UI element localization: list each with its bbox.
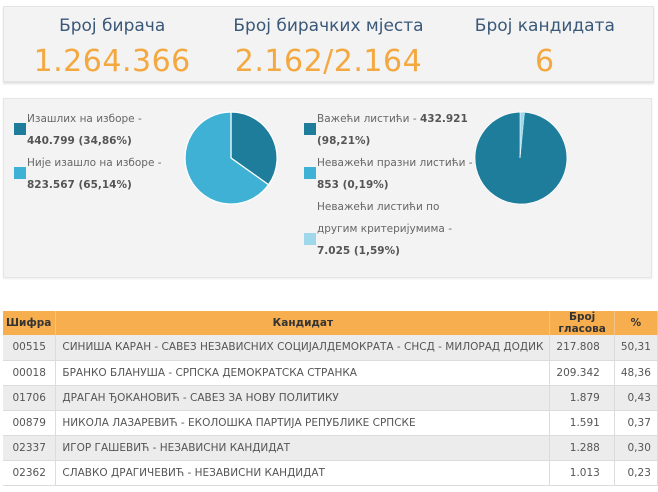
cell-code: 00879 <box>3 410 57 436</box>
ballots-pie-chart <box>474 111 568 205</box>
legend-swatch <box>14 123 26 135</box>
turnout-pie-chart <box>184 111 278 205</box>
legend-value: 7.025 (1,59%) <box>317 245 400 257</box>
legend-value: 823.567 (65,14%) <box>27 179 132 191</box>
pie-slice-turnout <box>230 111 278 186</box>
column-header-percent[interactable]: % <box>614 311 658 335</box>
charts-panel: Изашлих на изборе - 440.799 (34,86%) Ниј… <box>3 98 652 278</box>
pie-slice-valid <box>474 111 568 205</box>
table-row: 00018 БРАНКО БЛАНУША - СРПСКА ДЕМОКРАТСК… <box>3 360 658 386</box>
table-header-row: Шифра Кандидат Број гласова % <box>3 311 658 335</box>
cell-percent: 0,30 <box>614 435 658 461</box>
cell-votes: 217.808 <box>549 335 615 361</box>
legend-swatch <box>304 123 316 135</box>
legend-item-invalid-empty: Неважећи празни листићи - 853 (0,19%) <box>298 152 473 196</box>
column-header-votes[interactable]: Број гласова <box>549 311 615 335</box>
legend-item-invalid-other: Неважећи листићи по другим критеријумима… <box>298 196 473 262</box>
table-row: 02362 СЛАВКО ДРАГИЧЕВИЋ - НЕЗАВИСНИ КАНД… <box>3 460 658 486</box>
table-row: 01706 ДРАГАН ЂОКАНОВИЋ - САВЕЗ ЗА НОВУ П… <box>3 385 658 411</box>
cell-candidate: ИГОР ГАШЕВИЋ - НЕЗАВИСНИ КАНДИДАТ <box>55 435 551 461</box>
pie-slice-not-turnout <box>184 111 270 205</box>
cell-percent: 0,23 <box>614 460 658 486</box>
legend-value: (98,21%) <box>317 135 371 147</box>
ballots-legend: Важећи листићи - 432.921 (98,21%) Неваже… <box>298 108 473 262</box>
stat-voters: Број бирача 1.264.366 <box>4 7 220 81</box>
cell-code: 00018 <box>3 360 57 386</box>
legend-swatch <box>14 167 26 179</box>
stat-label: Број бирачких мјеста <box>233 16 424 36</box>
cell-percent: 0,43 <box>614 385 658 411</box>
cell-code: 01706 <box>3 385 57 411</box>
pie-slice-invalid-empty <box>520 112 525 158</box>
column-header-code[interactable]: Шифра <box>3 311 57 335</box>
cell-votes: 209.342 <box>549 360 615 386</box>
legend-item-valid: Важећи листићи - 432.921 (98,21%) <box>298 108 473 152</box>
pie-slice-invalid-other <box>519 111 525 159</box>
table-row: 00515 СИНИША КАРАН - САВЕЗ НЕЗАВИСНИХ СО… <box>3 335 658 361</box>
stat-value: 2.162/2.164 <box>234 44 423 79</box>
cell-percent: 0,37 <box>614 410 658 436</box>
cell-candidate: СИНИША КАРАН - САВЕЗ НЕЗАВИСНИХ СОЦИЈАЛД… <box>55 335 551 361</box>
legend-item-turnout: Изашлих на изборе - 440.799 (34,86%) <box>8 108 162 152</box>
candidates-results-table: Шифра Кандидат Број гласова % 00515 СИНИ… <box>3 311 658 486</box>
column-header-candidate[interactable]: Кандидат <box>55 311 551 335</box>
legend-label: другим критеријумима - <box>317 223 452 235</box>
cell-percent: 48,36 <box>614 360 658 386</box>
legend-label: Неважећи празни листићи - <box>317 157 473 169</box>
table-row: 02337 ИГОР ГАШЕВИЋ - НЕЗАВИСНИ КАНДИДАТ … <box>3 435 658 461</box>
stat-polling-stations: Број бирачких мјеста 2.162/2.164 <box>220 7 436 81</box>
legend-value: 432.921 <box>419 113 468 125</box>
cell-votes: 1.013 <box>549 460 615 486</box>
cell-candidate: ДРАГАН ЂОКАНОВИЋ - САВЕЗ ЗА НОВУ ПОЛИТИК… <box>55 385 551 411</box>
stat-value: 1.264.366 <box>33 44 191 79</box>
turnout-legend: Изашлих на изборе - 440.799 (34,86%) Ниј… <box>8 108 162 196</box>
cell-candidate: СЛАВКО ДРАГИЧЕВИЋ - НЕЗАВИСНИ КАНДИДАТ <box>55 460 551 486</box>
cell-votes: 1.591 <box>549 410 615 436</box>
cell-percent: 50,31 <box>614 335 658 361</box>
legend-value: 440.799 (34,86%) <box>27 135 132 147</box>
cell-candidate: БРАНКО БЛАНУША - СРПСКА ДЕМОКРАТСКА СТРА… <box>55 360 551 386</box>
cell-candidate: НИКОЛА ЛАЗАРЕВИЋ - ЕКОЛОШКА ПАРТИЈА РЕПУ… <box>55 410 551 436</box>
legend-label: Важећи листићи - <box>317 113 417 125</box>
cell-code: 02337 <box>3 435 57 461</box>
stat-candidates: Број кандидата 6 <box>437 7 653 81</box>
stat-label: Број бирача <box>59 16 166 36</box>
legend-item-not-turnout: Није изашло на изборе - 823.567 (65,14%) <box>8 152 162 196</box>
summary-stats-panel: Број бирача 1.264.366 Број бирачких мјес… <box>3 6 654 82</box>
legend-swatch <box>304 233 316 245</box>
legend-label: Изашлих на изборе - <box>27 113 142 125</box>
legend-value: 853 (0,19%) <box>317 179 389 191</box>
cell-votes: 1.288 <box>549 435 615 461</box>
cell-code: 00515 <box>3 335 57 361</box>
legend-label: Неважећи листићи по <box>317 201 440 213</box>
legend-swatch <box>304 167 316 179</box>
legend-label: Није изашло на изборе - <box>27 157 162 169</box>
stat-value: 6 <box>535 44 555 79</box>
stat-label: Број кандидата <box>474 16 615 36</box>
cell-code: 02362 <box>3 460 57 486</box>
table-row: 00879 НИКОЛА ЛАЗАРЕВИЋ - ЕКОЛОШКА ПАРТИЈ… <box>3 410 658 436</box>
cell-votes: 1.879 <box>549 385 615 411</box>
